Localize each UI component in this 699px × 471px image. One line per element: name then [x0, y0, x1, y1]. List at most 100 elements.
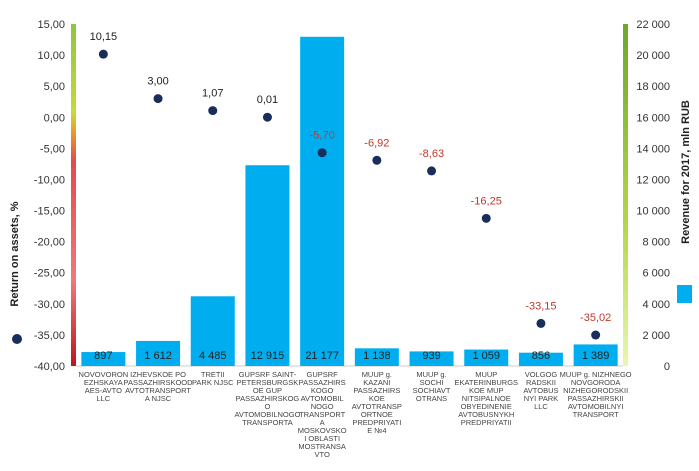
revenue-bar-label: 1 138 [363, 350, 391, 362]
category-label-line: AVTOTRANSP [352, 402, 402, 411]
left-axis-tick-label: -35,00 [34, 330, 65, 342]
category-label-line: PASSAZHIRSKOG [236, 394, 300, 403]
category-label-line: KAZANI [363, 378, 390, 387]
category-label-line: AES-AVTO [85, 386, 122, 395]
right-axis-ticks: 22 000 20 000 18 000 16 000 14 000 12 000 10 0… [636, 19, 670, 373]
category-label-line: TRANSPORT [573, 410, 620, 419]
category-label-line: A NJSC [145, 394, 172, 403]
revenue-bar [245, 165, 290, 366]
left-axis-tick-label: 15,00 [37, 19, 65, 31]
revenue-bar [136, 340, 181, 366]
roa-point [153, 94, 163, 104]
category-label-line: TRETII [201, 370, 225, 379]
category-label-line: SOCHI [420, 378, 444, 387]
roa-point [98, 49, 108, 59]
revenue-bar-label: 1 612 [144, 350, 172, 362]
left-axis-tick-label: -10,00 [34, 174, 65, 186]
revenue-bar [409, 351, 454, 366]
legend-roa-marker [12, 334, 22, 344]
category-label-line: PASSAZHIRS [353, 386, 400, 395]
revenue-bar-label: 12 915 [251, 350, 285, 362]
category-label: NOVOVORON EZHSKAYA AES-AVTO LLC [79, 370, 129, 403]
category-label-line: PASSAZHIRSKOOD [124, 378, 194, 387]
roa-point [536, 318, 546, 328]
category-label-line: EKATERINBURGS [454, 378, 518, 387]
category-label-line: RADSKII [526, 378, 556, 387]
category-label-line: OBYEDINENIE [461, 402, 512, 411]
right-axis-tick-label: 4 000 [642, 299, 670, 311]
category-label-line: TRANSPORT [299, 410, 346, 419]
right-axis-tick-label: 0 [664, 361, 670, 373]
category-label-line: NITSIPALNOE [462, 394, 511, 403]
category-label-line: MUUP g. [416, 370, 446, 379]
category-label-line: LLC [534, 402, 548, 411]
right-axis-tick-label: 18 000 [636, 81, 670, 93]
roa-point-label: -6,92 [364, 137, 389, 149]
category-label-line: MOSTRANSA [298, 442, 346, 451]
left-axis-tick-label: -25,00 [34, 268, 65, 280]
category-label: GUPSRF SAINT-PETERSBURGSK OE GUP PASSAZHIR… [234, 370, 300, 427]
roa-point-labels: 10,15 3,00 1,07 0,01 -5,70 -6,92 -8,63 -16,25 -3… [90, 31, 612, 324]
category-label-line: KOE [369, 394, 385, 403]
category-label-line: AVTOMOBILNYI [568, 402, 624, 411]
revenue-bars [81, 36, 618, 366]
left-axis-tick-label: 0,00 [44, 112, 65, 124]
revenue-bar [573, 344, 618, 366]
category-label-line: PASSAZHIRSKII [568, 394, 624, 403]
revenue-bar [81, 352, 126, 366]
revenue-bar-labels: 897 1 612 4 485 12 915 21 177 1 138 939 1 059 85… [94, 350, 609, 362]
category-label: MUUP g. NIZHNEGO NOVGORODA NIZHEGORODSKII P… [560, 370, 632, 419]
category-label: TRETII PARK NJSC [192, 370, 234, 387]
category-label-line: PARK NJSC [192, 378, 234, 387]
category-label-line: SOCHIAVT [413, 386, 451, 395]
roa-point-label: 10,15 [90, 31, 118, 43]
category-label-line: KOE MUP [469, 386, 504, 395]
left-axis-tick-label: -20,00 [34, 237, 65, 249]
roa-point [317, 148, 327, 158]
legend-revenue-swatch [677, 285, 692, 303]
right-axis-tick-label: 10 000 [636, 206, 670, 218]
left-axis-ticks: 15,00 10,00 5,00 0,00 -5,00 -10,00 -15,00 -20,0… [34, 19, 65, 373]
category-label-line: KOGO [311, 386, 334, 395]
category-label-line: AVTOMOBIL [301, 394, 344, 403]
category-label-line: NOVOVORON [79, 370, 129, 379]
category-label-line: I OBLASTI [304, 434, 340, 443]
left-axis-bar [71, 24, 76, 366]
roa-points [98, 49, 601, 340]
category-label-line: VTO [315, 450, 330, 459]
category-label-line: MOSKOVSKO [298, 426, 347, 435]
revenue-bar-label: 1 059 [472, 350, 500, 362]
right-axis-tick-label: 6 000 [642, 268, 670, 280]
category-label-line: VOLGOG [525, 370, 558, 379]
category-label-line: A [320, 418, 325, 427]
category-label-line: PASSAZHIRS [299, 378, 346, 387]
roa-point-label: -33,15 [525, 300, 556, 312]
category-label-line: AVTOBUS [523, 386, 558, 395]
category-label-line: GUPSRF SAINT- [239, 370, 297, 379]
roa-point-label: 3,00 [147, 76, 168, 88]
category-label: MUUP g. SOCHI SOCHIAVT OTRANS [413, 370, 451, 403]
roa-point [208, 106, 218, 116]
revenue-bar [300, 36, 345, 366]
category-label: GUPSRF PASSAZHIRS KOGO AVTOMOBIL NOGO TRANSPO… [298, 370, 347, 459]
revenue-bar-label: 21 177 [305, 350, 339, 362]
right-axis-tick-label: 16 000 [636, 112, 670, 124]
category-label-line: AVTOMOBILNOGO [234, 410, 300, 419]
right-axis-tick-label: 8 000 [642, 237, 670, 249]
category-label-line: E №4 [367, 426, 386, 435]
category-label-line: MUUP g. NIZHNEGO [560, 370, 632, 379]
revenue-bar-label: 856 [532, 350, 550, 362]
category-label-line: PREDPRIYATII [461, 418, 512, 427]
revenue-bar [354, 348, 399, 366]
left-axis-tick-label: 5,00 [44, 81, 65, 93]
left-axis-title: Return on assets, % [9, 201, 21, 306]
right-axis-tick-label: 14 000 [636, 143, 670, 155]
category-label-line: OTRANS [416, 394, 447, 403]
roa-point-label: -5,70 [310, 130, 335, 142]
roa-point-label: -8,63 [419, 148, 444, 160]
roa-point [372, 155, 382, 165]
right-axis-tick-label: 12 000 [636, 174, 670, 186]
revenue-bar-label: 1 389 [582, 350, 610, 362]
